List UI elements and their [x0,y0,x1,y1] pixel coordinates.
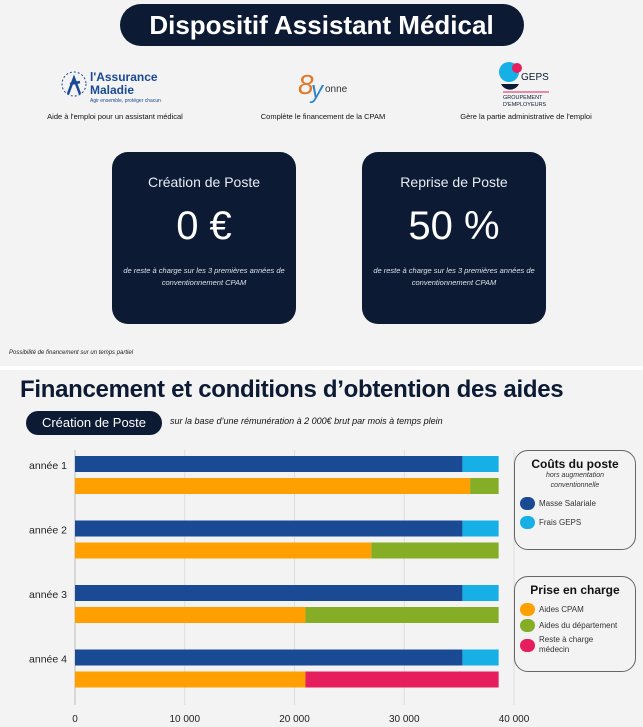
svg-text:GEPS: GEPS [521,72,549,83]
legend-coverage: Prise en charge Aides CPAM Aides du dépa… [514,576,636,672]
card-creation-de-poste: Création de Poste 0 € de reste à charge … [112,152,296,324]
legend-costs: Coûts du poste hors augmentation convent… [514,450,636,550]
partner-description: Complète le financement de la CPAM [260,112,386,121]
yonne-logo: 8 y onne [238,58,408,110]
legend-label: Aides CPAM [539,604,584,614]
legend-label: Masse Salariale [539,498,596,508]
svg-text:Agir ensemble, protéger chacun: Agir ensemble, protéger chacun [90,98,161,104]
footnote: Possibilité de financement sur un temps … [9,350,134,356]
legend-label: Aides du département [539,620,618,630]
card-reprise-de-poste: Reprise de Poste 50 % de reste à charge … [362,152,546,324]
partner-yonne: 8 y onne Complète le financement de la CPA… [238,58,408,122]
card-value: 0 € [176,204,232,248]
section-title: Financement et conditions d’obtention de… [20,376,564,403]
svg-text:8: 8 [298,69,314,100]
legend-item-frais-geps: Frais GEPS [520,516,635,529]
card-title: Création de Poste [147,174,261,190]
svg-text:D'EMPLOYEURS: D'EMPLOYEURS [503,102,547,108]
partner-geps: GEPS GROUPEMENT D'EMPLOYEURS Gère la parti… [441,58,611,122]
svg-text:Maladie: Maladie [90,83,134,97]
legend-label: Frais GEPS [539,517,582,527]
swatch [520,603,535,616]
partner-description: Gère la partie administrative de l'emplo… [460,112,592,121]
swatch [520,619,535,632]
legend-item-masse-salariale: Masse Salariale [520,497,635,510]
swatch [520,497,535,510]
legend-item-aides-cpam: Aides CPAM [520,603,635,616]
svg-text:GROUPEMENT: GROUPEMENT [503,95,543,101]
geps-logo: GEPS GROUPEMENT D'EMPLOYEURS [441,58,611,110]
svg-text:l'Assurance: l'Assurance [90,70,158,84]
section-subtitle: sur la base d’une rémunération à 2 000€ … [170,416,443,426]
swatch [520,638,535,652]
card-value: 50 % [408,204,500,248]
page-title: Dispositif Assistant Médical [119,4,524,46]
section-pill: Création de Poste [26,411,162,435]
card-title: Reprise de Poste [400,174,508,190]
partner-assurance-maladie: l'Assurance Maladie Agir ensemble, protége… [30,58,200,122]
legend-subtitle: hors augmentation conventionnelle [546,472,604,489]
top-section [0,0,643,366]
svg-text:onne: onne [325,84,348,95]
svg-text:y: y [309,77,325,104]
legend-item-reste-a-charge: Reste à charge médecin [520,635,635,655]
swatch [520,516,535,529]
legend-title: Prise en charge [530,583,620,597]
legend-item-aides-departement: Aides du département [520,619,635,632]
legend-label: Reste à charge médecin [539,635,594,654]
legend-title: Coûts du poste [531,457,619,471]
partner-description: Aide à l'emploi pour un assistant médica… [47,112,183,121]
assurance-maladie-logo: l'Assurance Maladie Agir ensemble, protége… [30,58,200,110]
card-description: de reste à charge sur les 3 premières an… [373,266,535,287]
card-description: de reste à charge sur les 3 premières an… [123,266,285,287]
